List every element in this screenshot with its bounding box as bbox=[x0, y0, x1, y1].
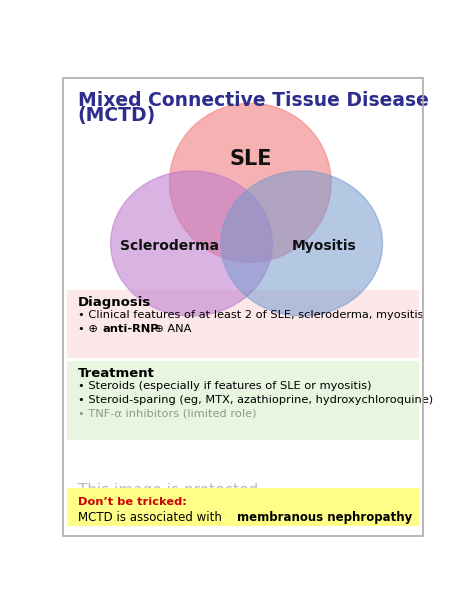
Text: • ⊕: • ⊕ bbox=[78, 324, 101, 334]
Text: Treatment: Treatment bbox=[78, 367, 155, 380]
Ellipse shape bbox=[221, 171, 383, 316]
Text: This image is protected: This image is protected bbox=[78, 483, 258, 498]
Text: , ⊕ ANA: , ⊕ ANA bbox=[146, 324, 191, 334]
FancyBboxPatch shape bbox=[66, 488, 419, 526]
Text: • Steroids (especially if features of SLE or myositis): • Steroids (especially if features of SL… bbox=[78, 381, 371, 391]
Text: SLE: SLE bbox=[229, 149, 272, 169]
Text: Scleroderma: Scleroderma bbox=[120, 239, 219, 253]
Text: MCTD is associated with: MCTD is associated with bbox=[78, 511, 225, 524]
Text: Diagnosis: Diagnosis bbox=[78, 296, 151, 309]
Text: Myositis: Myositis bbox=[292, 239, 356, 253]
FancyBboxPatch shape bbox=[66, 361, 419, 439]
Text: (MCTD): (MCTD) bbox=[78, 106, 156, 124]
Text: Mixed Connective Tissue Disease: Mixed Connective Tissue Disease bbox=[78, 90, 428, 110]
Text: Don’t be tricked:: Don’t be tricked: bbox=[78, 498, 186, 507]
Ellipse shape bbox=[110, 171, 272, 316]
Text: • Clinical features of at least 2 of SLE, scleroderma, myositis: • Clinical features of at least 2 of SLE… bbox=[78, 310, 423, 320]
Ellipse shape bbox=[170, 103, 331, 262]
Text: • TNF-α inhibitors (limited role): • TNF-α inhibitors (limited role) bbox=[78, 409, 256, 419]
Text: membranous nephropathy: membranous nephropathy bbox=[237, 511, 413, 524]
Text: anti-RNP: anti-RNP bbox=[102, 324, 159, 334]
Text: • Steroid-sparing (eg, MTX, azathioprine, hydroxychloroquine): • Steroid-sparing (eg, MTX, azathioprine… bbox=[78, 395, 433, 405]
FancyBboxPatch shape bbox=[66, 290, 419, 358]
